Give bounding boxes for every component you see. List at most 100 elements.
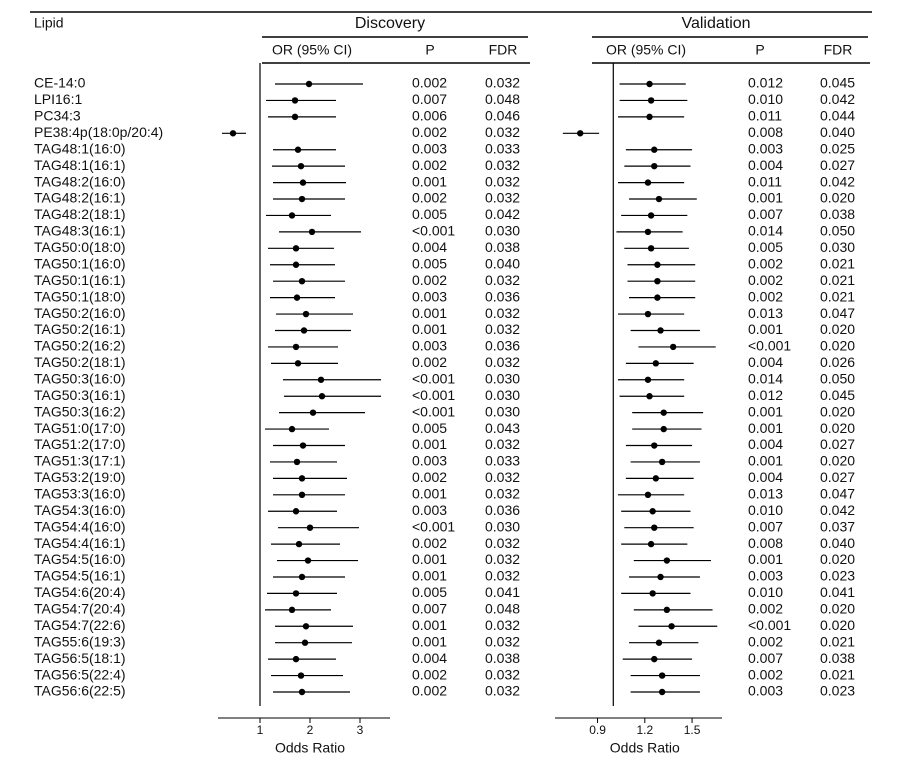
p-value: 0.005 — [748, 239, 783, 255]
fdr-value: 0.040 — [820, 535, 855, 551]
or-point — [293, 294, 301, 301]
fdr-value: 0.033 — [485, 453, 520, 469]
p-value: 0.001 — [748, 190, 783, 206]
fdr-value: 0.027 — [820, 157, 855, 173]
x-axis-label: Odds Ratio — [610, 740, 680, 756]
col-header: OR (95% CI) — [606, 42, 686, 58]
lipid-label: TAG50:2(18:1) — [34, 354, 126, 370]
or-point — [646, 393, 653, 400]
p-value: <0.001 — [748, 338, 791, 354]
p-value: 0.005 — [412, 206, 447, 222]
p-value: 0.002 — [748, 272, 783, 288]
fdr-value: 0.021 — [820, 288, 855, 304]
p-value: 0.013 — [748, 486, 783, 502]
or-point — [304, 557, 312, 564]
or-point — [288, 425, 296, 433]
or-point — [668, 623, 675, 630]
fdr-value: 0.030 — [485, 387, 520, 403]
or-point — [651, 524, 658, 531]
lipid-label: TAG56:6(22:5) — [34, 683, 126, 699]
fdr-value: 0.048 — [485, 601, 520, 617]
x-tick-label: 0.9 — [589, 723, 606, 737]
lipid-label: PC34:3 — [34, 108, 81, 124]
p-value: 0.003 — [412, 140, 447, 156]
fdr-value: 0.042 — [820, 502, 855, 518]
fdr-value: 0.036 — [485, 502, 520, 518]
fdr-value: 0.023 — [820, 568, 855, 584]
fdr-value: 0.032 — [485, 617, 520, 633]
or-point — [294, 146, 302, 153]
or-point — [292, 261, 300, 268]
p-value: 0.005 — [412, 255, 447, 271]
p-value: <0.001 — [412, 387, 455, 403]
fdr-value: 0.041 — [485, 584, 520, 600]
x-tick-label: 3 — [357, 723, 364, 737]
or-point — [654, 277, 661, 285]
or-point — [294, 360, 302, 367]
panel-title: Discovery — [355, 15, 425, 32]
p-value: 0.002 — [748, 633, 783, 649]
p-value: 0.008 — [748, 535, 783, 551]
fdr-value: 0.046 — [485, 108, 520, 124]
fdr-value: 0.048 — [485, 91, 520, 107]
lipid-label: TAG48:3(16:1) — [34, 223, 126, 239]
fdr-value: 0.032 — [485, 436, 520, 452]
fdr-value: 0.021 — [820, 633, 855, 649]
fdr-value: 0.047 — [820, 486, 855, 502]
or-point — [644, 376, 652, 383]
p-value: 0.002 — [412, 272, 447, 288]
or-point — [660, 425, 667, 433]
p-value: 0.012 — [748, 75, 783, 91]
x-tick-label: 1.2 — [636, 723, 653, 737]
x-tick-label: 1.5 — [684, 723, 701, 737]
col-header: FDR — [824, 42, 853, 58]
fdr-value: 0.020 — [820, 601, 855, 617]
lipid-label: TAG54:6(20:4) — [34, 584, 126, 600]
p-value: 0.004 — [748, 436, 783, 452]
or-point — [302, 310, 310, 318]
or-point — [647, 540, 655, 548]
p-value: 0.008 — [748, 124, 783, 140]
p-value: 0.007 — [748, 650, 783, 666]
p-value: 0.001 — [412, 305, 447, 321]
p-value: 0.001 — [412, 436, 447, 452]
fdr-value: 0.020 — [820, 403, 855, 419]
or-point — [306, 524, 314, 531]
lipid-label: TAG55:6(19:3) — [34, 633, 126, 649]
or-point — [652, 475, 660, 482]
fdr-value: 0.041 — [820, 584, 855, 600]
or-point — [292, 655, 300, 663]
or-point — [657, 327, 664, 334]
p-value: 0.014 — [748, 370, 783, 386]
lipid-label: TAG54:4(16:1) — [34, 535, 126, 551]
or-point — [291, 113, 299, 121]
or-point — [298, 491, 306, 499]
or-point — [660, 409, 667, 416]
or-point — [649, 508, 656, 515]
p-value: 0.001 — [748, 453, 783, 469]
fdr-value: 0.032 — [485, 568, 520, 584]
fdr-value: 0.021 — [820, 272, 855, 288]
p-value: 0.004 — [748, 354, 783, 370]
lipid-label: LPI16:1 — [34, 91, 82, 107]
lipid-label: TAG54:4(16:0) — [34, 518, 126, 534]
fdr-value: 0.042 — [820, 91, 855, 107]
fdr-value: 0.047 — [820, 305, 855, 321]
lipid-label: TAG48:1(16:0) — [34, 140, 126, 156]
fdr-value: 0.044 — [820, 108, 855, 124]
fdr-value: 0.045 — [820, 387, 855, 403]
p-value: 0.002 — [748, 255, 783, 271]
p-value: 0.002 — [412, 666, 447, 682]
p-value: 0.003 — [412, 288, 447, 304]
fdr-value: 0.020 — [820, 617, 855, 633]
or-point — [318, 393, 326, 400]
fdr-value: 0.045 — [820, 75, 855, 91]
or-point — [644, 228, 652, 236]
or-point — [308, 228, 316, 236]
fdr-value: 0.020 — [820, 338, 855, 354]
fdr-value: 0.032 — [485, 535, 520, 551]
fdr-value: 0.021 — [820, 666, 855, 682]
p-value: 0.003 — [412, 338, 447, 354]
or-point — [647, 212, 655, 219]
